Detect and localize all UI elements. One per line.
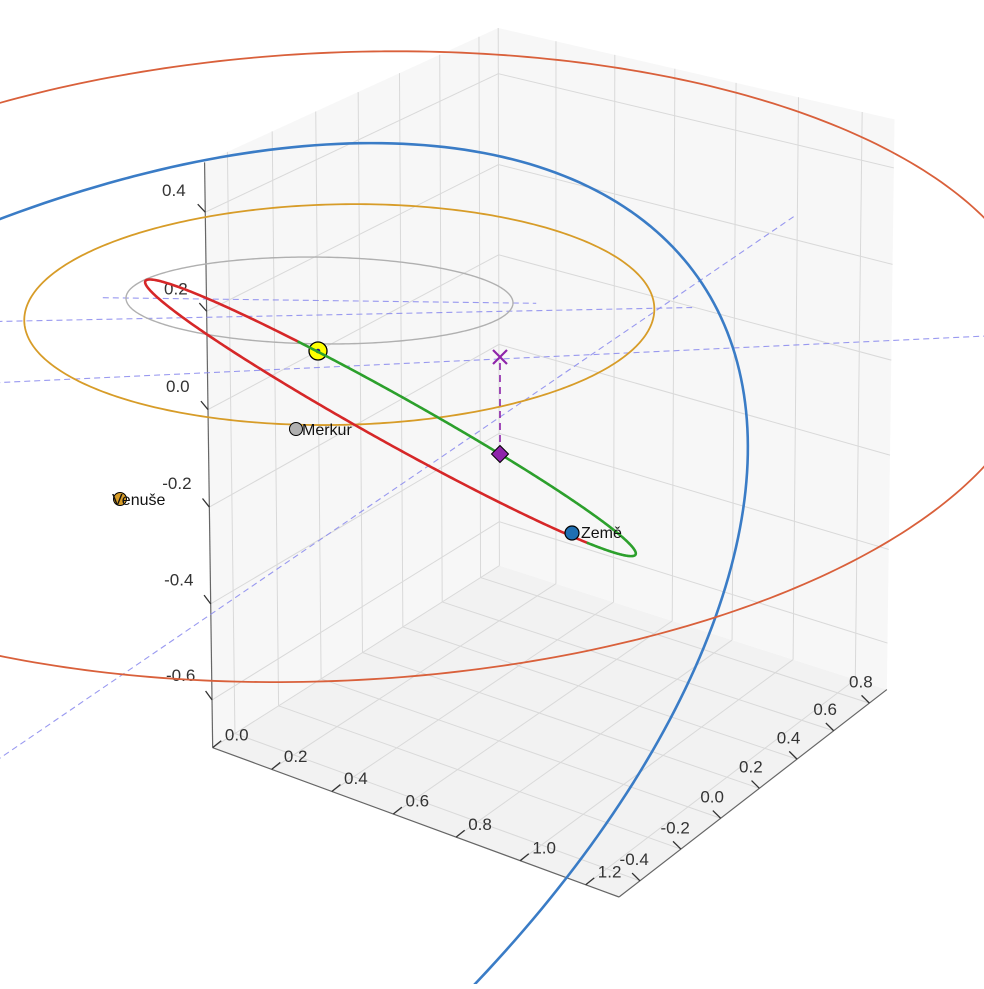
svg-text:1.0: 1.0 [532,838,556,857]
svg-text:0.4: 0.4 [344,769,368,788]
svg-text:Merkur: Merkur [302,422,352,439]
svg-text:0.0: 0.0 [166,377,190,396]
svg-text:0.8: 0.8 [849,672,873,691]
svg-text:0.4: 0.4 [162,181,186,200]
svg-text:Venuše: Venuše [112,492,165,509]
svg-text:-0.4: -0.4 [164,571,193,590]
svg-text:0.4: 0.4 [777,728,801,747]
svg-text:-0.6: -0.6 [166,666,195,685]
svg-text:0.2: 0.2 [284,747,308,766]
svg-text:0.2: 0.2 [739,758,763,777]
svg-text:0.6: 0.6 [813,700,837,719]
svg-text:Země: Země [581,525,622,542]
svg-text:0.6: 0.6 [405,792,429,811]
svg-text:0.0: 0.0 [700,788,724,807]
svg-text:-0.2: -0.2 [661,818,690,837]
svg-text:0.8: 0.8 [468,815,492,834]
svg-text:-0.2: -0.2 [162,474,191,493]
svg-text:-0.4: -0.4 [620,850,649,869]
svg-text:0.0: 0.0 [225,725,249,744]
svg-text:1.2: 1.2 [598,862,622,881]
